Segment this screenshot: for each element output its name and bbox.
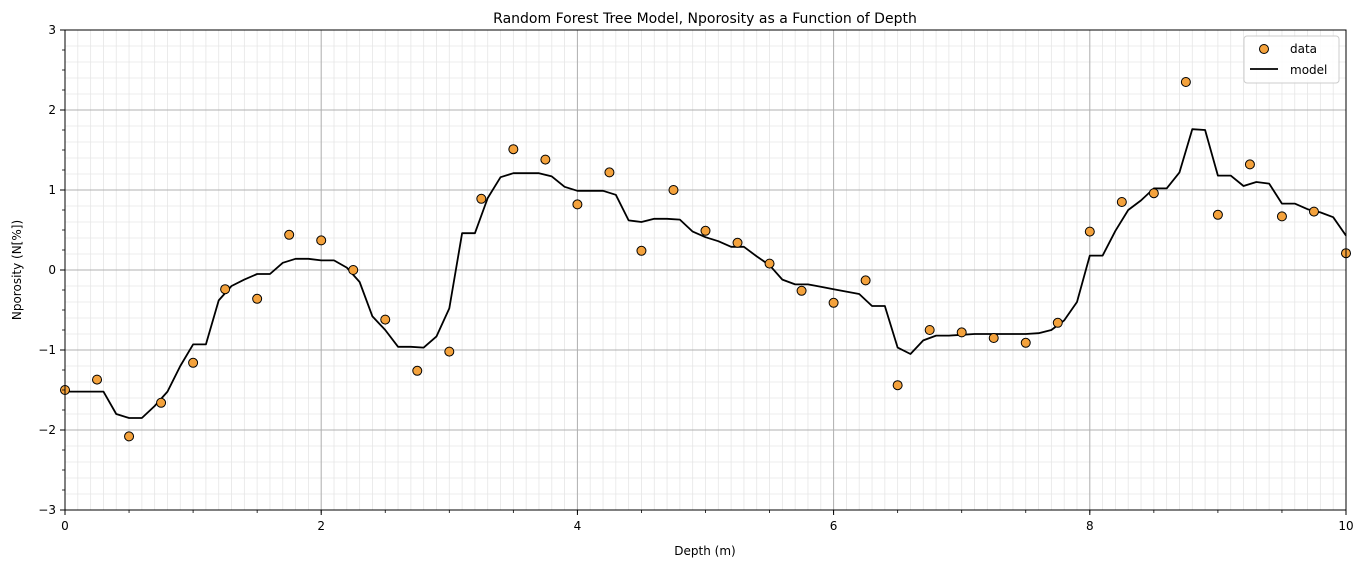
x-axis-label: Depth (m)	[674, 544, 735, 558]
data-point	[860, 275, 871, 286]
data-point	[1276, 211, 1287, 222]
data-point	[796, 285, 807, 296]
data-point	[1180, 77, 1191, 87]
x-tick-label: 2	[317, 519, 325, 533]
x-tick-label: 4	[574, 519, 582, 533]
x-tick-label: 8	[1086, 519, 1094, 533]
data-point	[988, 333, 999, 343]
data-point	[924, 325, 935, 335]
data-point	[732, 237, 743, 248]
data-point	[156, 397, 167, 408]
data-point	[828, 297, 839, 308]
data-point	[124, 431, 135, 442]
data-point	[1020, 337, 1031, 348]
data-point	[348, 265, 359, 275]
data-point	[636, 245, 647, 256]
data-point	[252, 293, 263, 304]
y-tick-label: −1	[38, 343, 56, 357]
data-point	[1244, 159, 1255, 170]
model-line	[65, 128, 1347, 419]
x-tick-label: 0	[61, 519, 69, 533]
y-axis-label: Nporosity (N[%])	[10, 220, 24, 320]
y-tick-label: 1	[48, 183, 56, 197]
y-tick-label: 2	[48, 103, 56, 117]
data-point	[572, 199, 583, 210]
legend-data-label: data	[1290, 42, 1317, 56]
data-point	[444, 346, 455, 357]
x-tick-label: 6	[830, 519, 838, 533]
data-point	[700, 225, 711, 236]
legend-data-marker	[1259, 44, 1269, 54]
data-point	[1308, 206, 1319, 217]
data-point	[1052, 317, 1063, 328]
x-tick-label: 10	[1338, 519, 1353, 533]
legend: data model	[1243, 35, 1340, 84]
data-point	[892, 380, 903, 391]
data-point	[92, 374, 103, 385]
data-point	[284, 229, 295, 240]
data-point	[476, 193, 487, 204]
data-point	[220, 284, 231, 295]
data-point	[1116, 197, 1127, 207]
data-point	[1148, 188, 1159, 199]
data-point	[412, 365, 423, 376]
axis-tick-labels: 0 2 4 6 8 10 −3 −2 −1 0 1 2 3	[38, 23, 1353, 533]
legend-model-label: model	[1290, 63, 1327, 77]
data-point	[956, 327, 967, 338]
data-point	[764, 258, 775, 269]
axis-ticks	[60, 29, 1347, 515]
y-tick-label: −2	[38, 423, 56, 437]
data-point	[508, 144, 519, 155]
data-point	[1212, 209, 1223, 220]
data-point	[540, 154, 551, 165]
data-point	[188, 357, 199, 368]
data-point	[668, 185, 679, 195]
model-series	[65, 128, 1347, 419]
data-point	[380, 314, 391, 325]
data-point	[604, 167, 615, 178]
data-point	[316, 235, 327, 246]
y-tick-label: −3	[38, 503, 56, 517]
y-tick-label: 0	[48, 263, 56, 277]
y-tick-label: 3	[48, 23, 56, 37]
data-point	[1084, 226, 1095, 237]
chart-title: Random Forest Tree Model, Nporosity as a…	[493, 11, 917, 27]
